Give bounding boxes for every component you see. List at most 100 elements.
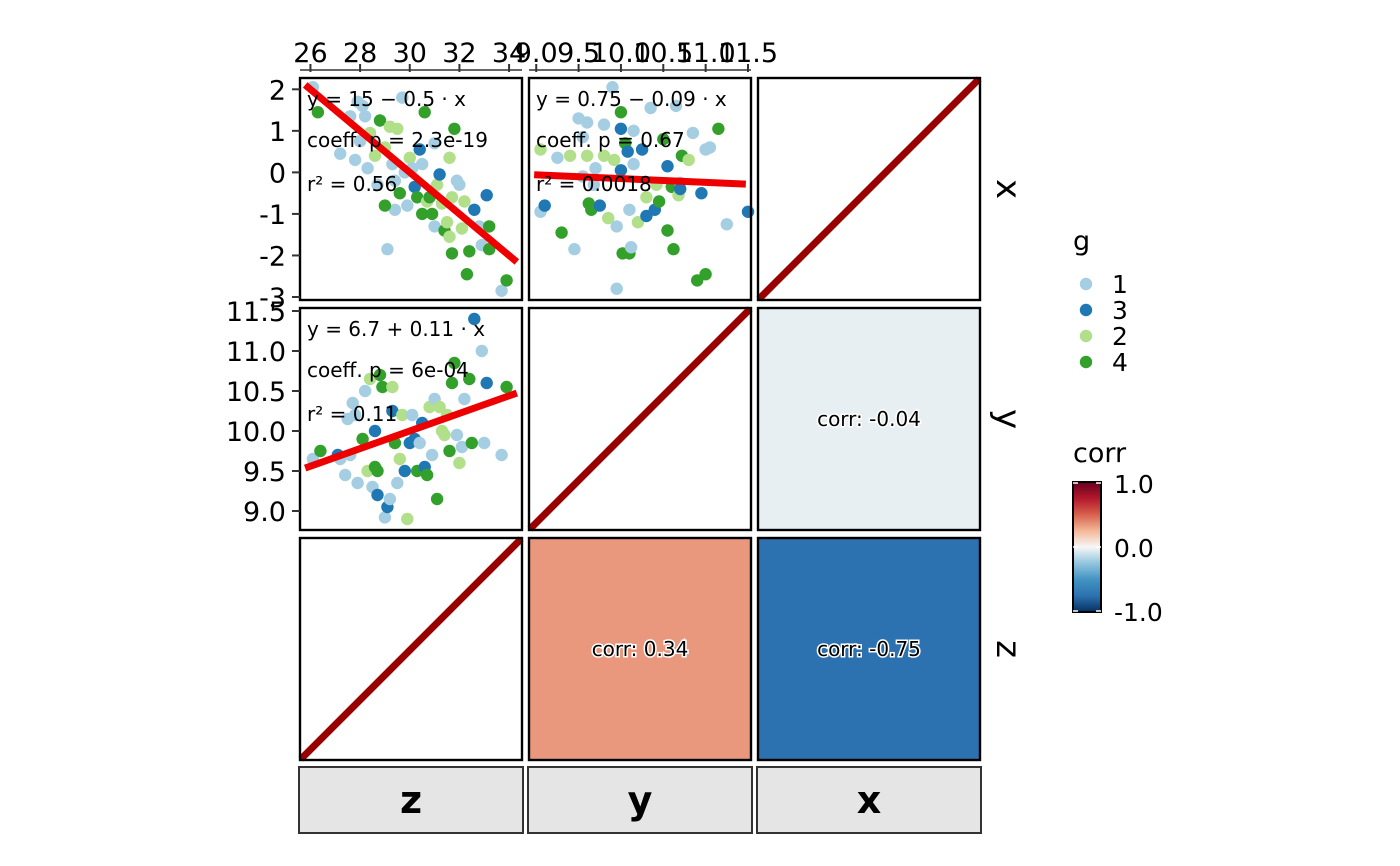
tick-label: 28	[343, 38, 377, 69]
data-point	[348, 408, 362, 422]
diagonal-panel	[756, 76, 982, 302]
data-point	[438, 428, 451, 442]
data-point	[416, 207, 429, 221]
legend-key	[1079, 277, 1093, 291]
data-point	[455, 222, 469, 235]
data-point	[416, 157, 429, 171]
strip-y: y	[527, 766, 753, 834]
data-point	[433, 400, 446, 414]
data-point	[388, 174, 402, 187]
legend-label: 4	[1112, 348, 1128, 377]
data-point	[358, 384, 372, 398]
strip-label: x	[857, 778, 882, 822]
data-point	[458, 392, 471, 406]
data-point	[440, 216, 454, 229]
data-point	[411, 191, 424, 204]
data-point	[614, 122, 628, 135]
data-point	[589, 162, 602, 175]
data-point	[480, 189, 493, 202]
data-point	[428, 137, 441, 150]
strip-background	[298, 766, 524, 834]
legend-key	[1079, 303, 1093, 317]
legend-label: 1	[1112, 270, 1128, 299]
equation-label: y = 15 − 0.5 · x	[307, 87, 466, 111]
strip-background	[527, 766, 753, 834]
tick-label: 2	[269, 75, 286, 106]
data-point	[425, 448, 439, 462]
data-point	[657, 133, 670, 146]
data-point	[475, 344, 488, 358]
data-point	[453, 178, 466, 191]
data-point	[627, 124, 640, 137]
data-point	[695, 187, 708, 200]
data-point	[383, 492, 397, 506]
data-point	[593, 199, 606, 212]
diagonal-line	[298, 536, 524, 762]
data-point	[555, 226, 568, 239]
data-point	[635, 143, 649, 156]
data-point	[368, 460, 382, 474]
data-point	[621, 145, 634, 158]
data-point	[373, 114, 387, 127]
data-point	[425, 207, 439, 221]
data-point	[587, 178, 600, 191]
data-point	[480, 376, 493, 390]
data-point	[376, 380, 389, 394]
legend-key	[1079, 355, 1093, 369]
data-point	[396, 91, 409, 104]
data-point	[403, 151, 416, 164]
data-point	[644, 101, 657, 115]
data-point	[339, 468, 352, 482]
data-point	[468, 203, 481, 216]
data-point	[576, 130, 589, 144]
r-squared-label: r² = 0.0018	[536, 172, 652, 196]
data-point	[448, 122, 461, 135]
diagonal-panel	[527, 306, 753, 532]
data-point	[368, 424, 382, 438]
data-point	[401, 512, 414, 526]
equation-label: y = 0.75 − 0.09 · x	[536, 87, 727, 111]
correlation-tile-y-x: corr: -0.04	[756, 306, 982, 532]
tick-label: 11.5	[718, 38, 778, 69]
r-squared-label: r² = 0.11	[307, 402, 397, 426]
tick-label: 10.0	[226, 417, 286, 448]
top-axis-y: 9.0 9.510.010.511.011.5	[515, 38, 778, 72]
data-point	[401, 199, 414, 212]
data-point	[373, 368, 387, 382]
data-point	[682, 153, 695, 167]
data-point	[413, 436, 426, 450]
data-point	[386, 404, 399, 418]
data-point	[623, 203, 636, 216]
data-point	[580, 116, 594, 129]
tick-label: 10.5	[633, 38, 693, 69]
data-point	[460, 268, 474, 281]
equation-label: y = 6.7 + 0.11 · x	[307, 317, 485, 341]
data-point	[433, 168, 446, 181]
diagonal-line	[756, 76, 982, 302]
data-point	[608, 153, 621, 167]
data-point	[386, 380, 399, 394]
data-point	[610, 282, 623, 295]
data-point	[551, 151, 564, 164]
data-point	[358, 110, 372, 123]
legend-key	[1079, 329, 1093, 343]
data-point	[667, 243, 680, 256]
correlation-label: corr: -0.04	[817, 407, 921, 431]
data-point	[674, 182, 687, 196]
data-point	[413, 143, 426, 156]
data-point	[538, 199, 551, 212]
regression-line	[534, 171, 746, 188]
data-point	[406, 408, 419, 422]
strip-z: z	[298, 766, 524, 834]
data-point	[356, 432, 369, 446]
left-axis-y: 11.5 11.0 10.5 10.0 9.5 9.0	[226, 297, 300, 528]
data-point	[661, 160, 674, 173]
data-point	[443, 444, 456, 458]
panel-y_vs_z: y = 6.7 + 0.11 · x coeff. p = 6e-04 r² = 0…	[298, 306, 524, 532]
data-point	[580, 149, 594, 162]
legend-title: g	[1073, 226, 1090, 257]
left-axis-x: 2 1 0 -1 -2 -3	[259, 75, 300, 314]
data-point	[363, 372, 377, 386]
data-point	[568, 243, 581, 256]
